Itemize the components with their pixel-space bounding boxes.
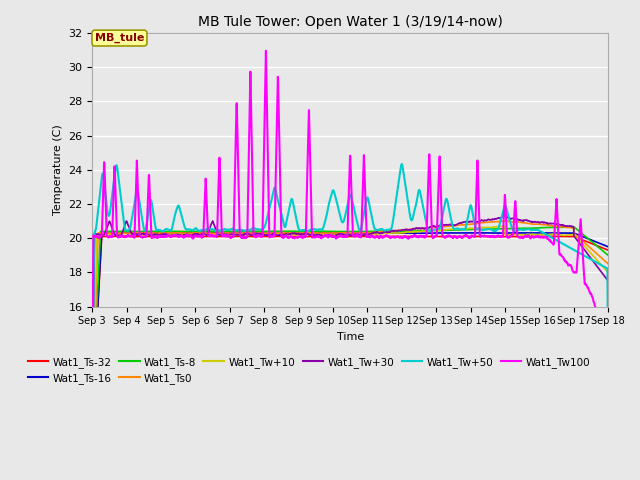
Wat1_Tw+50 xyxy=(559,241,566,247)
Wat1_Tw+30 xyxy=(573,237,581,243)
Title: MB Tule Tower: Open Water 1 (3/19/14-now): MB Tule Tower: Open Water 1 (3/19/14-now… xyxy=(198,15,502,29)
Wat1_Ts-16 xyxy=(376,230,384,236)
Wat1_Tw+10 xyxy=(500,224,508,229)
Wat1_Tw+10 xyxy=(88,405,96,410)
Wat1_Ts-16 xyxy=(88,404,96,409)
Wat1_Ts-32 xyxy=(376,234,384,240)
Wat1_Ts-16 xyxy=(559,230,566,236)
Wat1_Ts-8 xyxy=(604,252,612,258)
Wat1_Ts0 xyxy=(559,224,566,230)
Wat1_Tw+10 xyxy=(376,231,384,237)
Wat1_Tw+30 xyxy=(365,232,372,238)
Wat1_Tw+10 xyxy=(604,269,612,275)
Wat1_Ts-32 xyxy=(573,235,581,240)
Wat1_Ts0 xyxy=(376,229,384,235)
Wat1_Ts-32 xyxy=(365,233,372,239)
Wat1_Ts-16 xyxy=(604,244,612,250)
Wat1_Ts0 xyxy=(500,218,508,224)
Wat1_Tw+50 xyxy=(500,205,508,211)
Wat1_Ts-16 xyxy=(232,230,240,236)
Wat1_Tw+10 xyxy=(559,232,566,238)
Wat1_Tw+30 xyxy=(500,214,508,220)
Wat1_Ts-8 xyxy=(88,403,96,408)
Wat1_Ts0 xyxy=(232,230,240,236)
Wat1_Tw+30 xyxy=(88,404,96,410)
Wat1_Tw+10 xyxy=(573,235,581,241)
Wat1_Tw+10 xyxy=(365,232,372,238)
Wat1_Ts-16 xyxy=(500,230,508,236)
Wat1_Tw+50 xyxy=(376,227,384,232)
Wat1_Ts-8 xyxy=(376,228,384,234)
Wat1_Ts-16 xyxy=(212,230,220,236)
Wat1_Tw+50 xyxy=(232,228,240,233)
Wat1_Ts-8 xyxy=(500,226,508,231)
Wat1_Tw+50 xyxy=(604,383,612,388)
Text: MB_tule: MB_tule xyxy=(95,33,144,43)
Wat1_Ts0 xyxy=(88,404,96,409)
Wat1_Tw100 xyxy=(500,212,508,218)
Wat1_Tw+50 xyxy=(88,467,96,472)
Line: Wat1_Tw+50: Wat1_Tw+50 xyxy=(92,164,608,469)
Wat1_Ts0 xyxy=(501,218,509,224)
Wat1_Tw+10 xyxy=(232,232,240,238)
Wat1_Tw+30 xyxy=(376,230,384,236)
Wat1_Tw+50 xyxy=(398,161,406,167)
Wat1_Ts-8 xyxy=(365,228,372,234)
Line: Wat1_Tw+30: Wat1_Tw+30 xyxy=(92,216,608,407)
Wat1_Ts0 xyxy=(604,261,612,267)
Wat1_Tw+30 xyxy=(559,223,566,228)
Wat1_Tw100 xyxy=(88,404,96,410)
Wat1_Ts-8 xyxy=(573,227,581,232)
Wat1_Tw100 xyxy=(365,234,372,240)
Wat1_Ts-8 xyxy=(570,224,577,230)
Wat1_Ts-32 xyxy=(88,406,96,411)
Wat1_Tw100 xyxy=(559,254,566,260)
Wat1_Ts-32 xyxy=(559,234,566,240)
Wat1_Tw+50 xyxy=(365,199,372,204)
Y-axis label: Temperature (C): Temperature (C) xyxy=(52,124,63,215)
Wat1_Ts-16 xyxy=(573,231,581,237)
Wat1_Tw100 xyxy=(232,122,240,128)
Wat1_Ts0 xyxy=(573,233,581,239)
Wat1_Tw+30 xyxy=(232,232,240,238)
Line: Wat1_Ts-8: Wat1_Ts-8 xyxy=(92,227,608,406)
Line: Wat1_Tw+10: Wat1_Tw+10 xyxy=(92,227,608,408)
Wat1_Ts-8 xyxy=(559,224,566,230)
Legend: Wat1_Ts-32, Wat1_Ts-16, Wat1_Ts-8, Wat1_Ts0, Wat1_Tw+10, Wat1_Tw+30, Wat1_Tw+50,: Wat1_Ts-32, Wat1_Ts-16, Wat1_Ts-8, Wat1_… xyxy=(24,353,595,388)
Wat1_Ts-32 xyxy=(604,247,612,253)
Wat1_Tw+30 xyxy=(604,278,612,284)
Wat1_Tw+50 xyxy=(573,249,581,254)
Wat1_Tw100 xyxy=(573,262,581,268)
Wat1_Ts-32 xyxy=(241,233,248,239)
Wat1_Tw+10 xyxy=(500,224,508,229)
Wat1_Tw100 xyxy=(262,48,270,54)
Line: Wat1_Ts-16: Wat1_Ts-16 xyxy=(92,233,608,407)
Wat1_Ts-16 xyxy=(365,230,372,236)
Line: Wat1_Ts0: Wat1_Ts0 xyxy=(92,221,608,407)
Wat1_Tw100 xyxy=(376,234,384,240)
Wat1_Ts0 xyxy=(365,230,372,236)
Wat1_Tw+30 xyxy=(501,213,509,219)
X-axis label: Time: Time xyxy=(337,332,364,342)
Wat1_Ts-32 xyxy=(232,233,240,239)
Wat1_Ts-32 xyxy=(500,234,508,240)
Wat1_Ts-8 xyxy=(232,228,240,234)
Line: Wat1_Tw100: Wat1_Tw100 xyxy=(92,51,608,480)
Line: Wat1_Ts-32: Wat1_Ts-32 xyxy=(92,236,608,408)
